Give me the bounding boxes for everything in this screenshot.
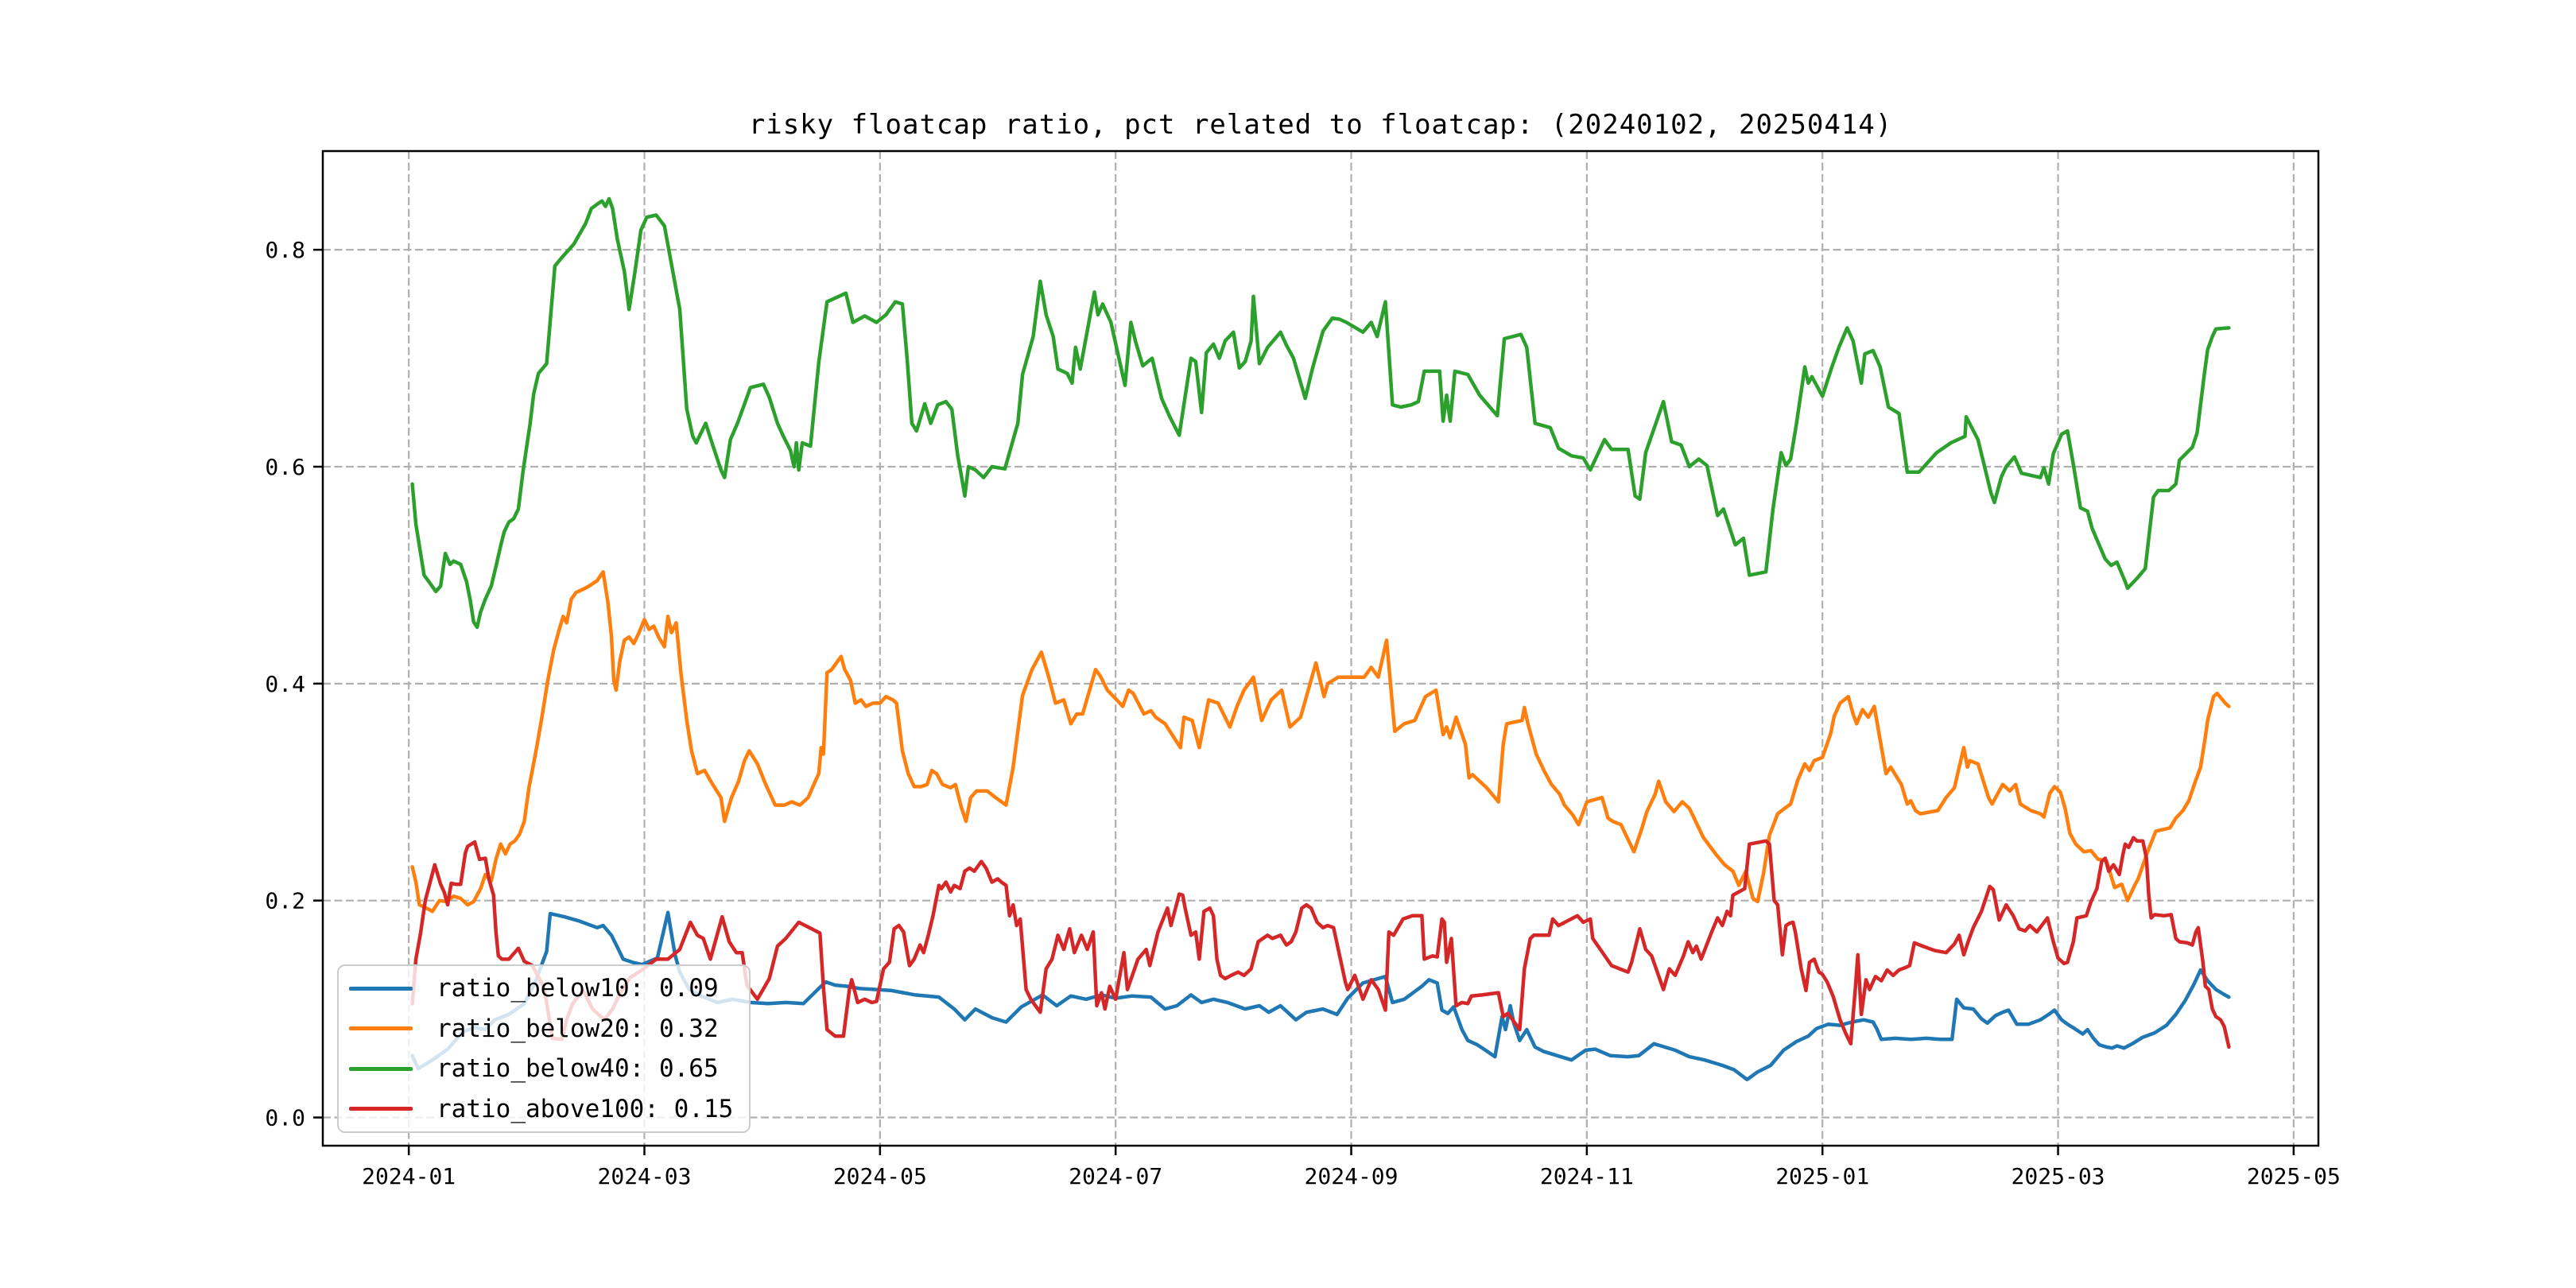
y-tick-label: 0.8: [265, 237, 305, 263]
legend-row-ratio_above100: ratio_above100: 0.15: [349, 1090, 749, 1128]
y-tick-label: 0.2: [265, 888, 305, 914]
series-line-ratio_below40: [410, 196, 2231, 630]
series-line-ratio_below20: [410, 570, 2231, 914]
legend-line-sample: [349, 1066, 413, 1071]
x-tick-label: 2024-09: [1305, 1163, 1399, 1189]
x-tick-label: 2024-07: [1069, 1163, 1162, 1189]
legend-label: ratio_above100: 0.15: [436, 1094, 734, 1123]
x-tick-label: 2024-05: [833, 1163, 927, 1189]
x-tick-label: 2024-03: [597, 1163, 691, 1189]
chart-title: risky floatcap ratio, pct related to flo…: [748, 109, 1893, 141]
legend-line-sample: [349, 1026, 413, 1031]
y-tick-label: 0.6: [265, 454, 305, 480]
legend-row-ratio_below10: ratio_below10: 0.09: [349, 969, 749, 1007]
x-tick-label: 2025-05: [2247, 1163, 2341, 1189]
x-tick-label: 2024-01: [362, 1163, 456, 1189]
series-line-ratio_above100: [410, 836, 2231, 1049]
legend-line-sample: [349, 1107, 413, 1111]
x-tick-label: 2025-01: [1775, 1163, 1869, 1189]
legend-row-ratio_below40: ratio_below40: 0.65: [349, 1049, 749, 1088]
x-tick-label: 2024-11: [1540, 1163, 1634, 1189]
legend-label: ratio_below20: 0.32: [436, 1014, 719, 1043]
y-tick-label: 0.4: [265, 671, 305, 697]
legend-line-sample: [349, 986, 413, 991]
legend: ratio_below10: 0.09 ratio_below20: 0.32 ra…: [337, 964, 751, 1133]
legend-row-ratio_below20: ratio_below20: 0.32: [349, 1010, 749, 1048]
legend-label: ratio_below10: 0.09: [436, 974, 719, 1003]
axes-spines: [321, 149, 2320, 1147]
x-tick-label: 2025-03: [2012, 1163, 2105, 1189]
legend-label: ratio_below40: 0.65: [436, 1054, 719, 1084]
y-tick-label: 0.0: [265, 1105, 305, 1131]
